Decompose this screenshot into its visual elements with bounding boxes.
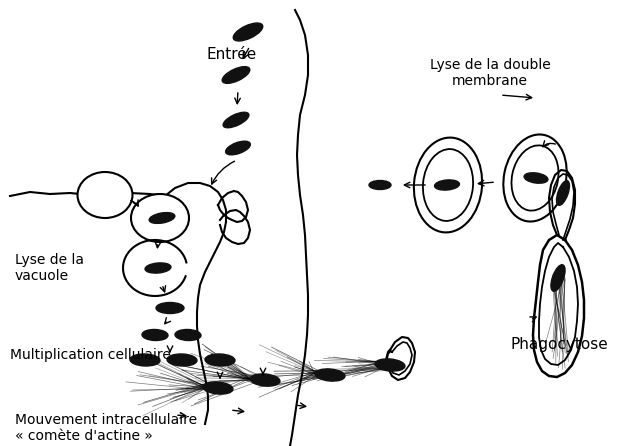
Ellipse shape [149,213,175,223]
Ellipse shape [369,181,391,190]
Ellipse shape [225,141,250,155]
Ellipse shape [130,354,160,366]
Ellipse shape [223,112,249,128]
Ellipse shape [203,382,233,394]
Ellipse shape [175,330,201,340]
Ellipse shape [78,172,132,218]
Ellipse shape [142,330,168,340]
Ellipse shape [512,145,558,211]
Text: Mouvement intracellulaire
« comète d'actine »: Mouvement intracellulaire « comète d'act… [15,413,197,443]
Text: Entrée: Entrée [207,47,257,62]
Ellipse shape [205,354,235,366]
Ellipse shape [156,302,184,314]
Ellipse shape [556,181,569,205]
Text: Phagocytose: Phagocytose [510,338,608,352]
Text: Multiplication cellulaire: Multiplication cellulaire [10,348,171,362]
Ellipse shape [414,137,482,232]
Ellipse shape [250,374,280,386]
Ellipse shape [524,173,548,183]
Ellipse shape [131,194,189,242]
Text: Lyse de la double
membrane: Lyse de la double membrane [430,58,550,88]
Ellipse shape [315,369,345,381]
Ellipse shape [504,135,567,222]
Ellipse shape [233,23,263,41]
Ellipse shape [423,149,473,221]
Text: Lyse de la
vacuole: Lyse de la vacuole [15,253,84,283]
Ellipse shape [435,180,460,190]
Ellipse shape [222,66,250,83]
Ellipse shape [375,359,405,371]
Ellipse shape [145,263,171,273]
Ellipse shape [167,354,197,366]
Ellipse shape [551,265,565,291]
